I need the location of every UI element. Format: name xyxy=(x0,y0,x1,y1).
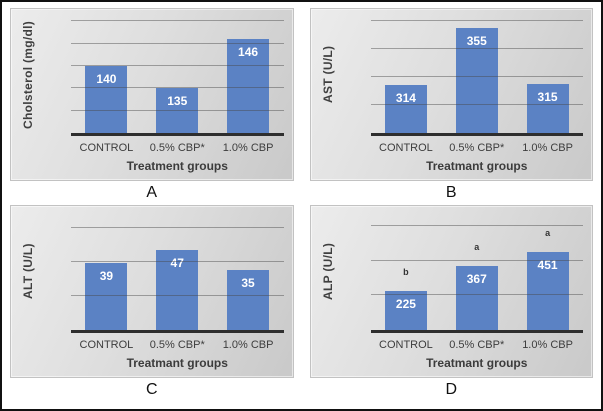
panel-letter-cell: A xyxy=(10,181,294,205)
gridline xyxy=(370,294,583,296)
gridline xyxy=(71,87,284,89)
bar-value-label: 47 xyxy=(170,255,184,270)
significance-letter: a xyxy=(545,227,551,238)
gridline xyxy=(71,294,284,296)
x-tick-label: CONTROL xyxy=(379,142,433,154)
y-axis-label: Cholsterol (mg/dl) xyxy=(21,20,35,129)
chart-panel-C: ALT (U/L) 39 47 35 CONTROL 0.5% CBP* 1.0% CB… xyxy=(10,205,294,378)
bar-slots: 140 135 146 xyxy=(71,17,284,133)
x-axis-ticks: CONTROL 0.5% CBP* 1.0% CBP xyxy=(71,339,284,351)
panel-letter-cell: B xyxy=(310,181,594,205)
bar-value-label: 367 xyxy=(466,272,487,287)
x-tick-label: CONTROL xyxy=(379,339,433,351)
gridline xyxy=(71,260,284,262)
chart-panel-D: ALP (U/L) 225 b 367 a 451 a CONTROL 0.5% CBP* 1… xyxy=(309,205,593,378)
bar-slots: 314 355 315 xyxy=(371,17,584,133)
bar-slot: 39 xyxy=(71,214,142,330)
bar-slots: 39 47 35 xyxy=(71,214,284,330)
y-axis-label: AST (U/L) xyxy=(320,45,335,104)
panel-letter: B xyxy=(445,184,457,201)
x-tick-label: 1.0% CBP xyxy=(222,339,274,351)
gridline xyxy=(370,20,583,22)
bar-value-label: 315 xyxy=(537,90,558,105)
bar-CONTROL: 314 xyxy=(384,85,427,133)
bar-value-label: 451 xyxy=(537,257,558,272)
chart-panel-B: AST (U/L) 314 355 315 CONTROL 0.5% CBP* 1.0%… xyxy=(309,8,593,181)
x-axis-title: Treatmant groups xyxy=(126,356,228,370)
bar-1.0% CBP: 451 xyxy=(526,251,569,330)
bar-slot: 47 xyxy=(142,214,213,330)
bar-value-label: 225 xyxy=(395,297,416,312)
gridline xyxy=(370,48,583,50)
gridline xyxy=(71,42,284,44)
bar-slot: 225 b xyxy=(371,214,442,330)
plot-area: 140 135 146 xyxy=(71,17,284,136)
x-tick-label: 0.5% CBP* xyxy=(149,142,205,154)
plot-area: 225 b 367 a 451 a xyxy=(370,214,584,333)
gridline xyxy=(370,259,583,261)
bar-slot: 146 xyxy=(213,17,284,133)
chart-panel-A: Cholsterol (mg/dl) 140 135 146 CONTROL 0.5%… xyxy=(10,8,294,181)
x-axis-title: Treatmant groups xyxy=(426,159,528,173)
x-axis-ticks: CONTROL 0.5% CBP* 1.0% CBP xyxy=(71,142,284,154)
panel-letter-cell: C xyxy=(10,378,294,402)
bar-value-label: 135 xyxy=(167,94,188,109)
bar-value-label: 35 xyxy=(241,276,255,291)
panel-letter: A xyxy=(146,184,158,201)
x-axis-title: Treatment groups xyxy=(126,159,228,173)
bar-1.0% CBP: 315 xyxy=(526,84,569,133)
bar-0.5% CBP*: 355 xyxy=(455,28,498,133)
x-tick-label: 1.0% CBP xyxy=(522,142,573,154)
bar-slot: 367 a xyxy=(441,214,512,330)
bar-slot: 314 xyxy=(371,17,442,133)
x-tick-label: 1.0% CBP xyxy=(222,142,274,154)
x-tick-label: 0.5% CBP* xyxy=(449,142,505,154)
bar-value-label: 355 xyxy=(466,34,487,49)
x-tick-label: CONTROL xyxy=(79,142,134,154)
x-tick-label: 1.0% CBP xyxy=(522,339,573,351)
bar-slot: 135 xyxy=(142,17,213,133)
bar-1.0% CBP: 35 xyxy=(227,270,270,330)
y-axis-label: ALP (U/L) xyxy=(320,242,335,301)
bar-CONTROL: 140 xyxy=(85,66,128,133)
x-axis-ticks: CONTROL 0.5% CBP* 1.0% CBP xyxy=(371,339,584,351)
bar-slots: 225 b 367 a 451 a xyxy=(371,214,584,330)
bar-0.5% CBP*: 367 xyxy=(455,266,498,330)
bar-CONTROL: 225 xyxy=(384,291,427,330)
gridline xyxy=(71,226,284,228)
bar-value-label: 314 xyxy=(395,91,416,106)
gridline xyxy=(71,65,284,67)
bar-value-label: 39 xyxy=(99,269,114,284)
significance-letter: a xyxy=(474,242,480,253)
bar-value-label: 146 xyxy=(238,45,259,60)
gridline xyxy=(71,109,284,111)
bar-slot: 355 xyxy=(441,17,512,133)
bar-slot: 315 xyxy=(512,17,583,133)
bar-0.5% CBP*: 135 xyxy=(156,88,199,133)
gridline xyxy=(370,76,583,78)
panel-letter: C xyxy=(145,381,158,398)
bar-0.5% CBP*: 47 xyxy=(156,249,199,330)
x-tick-label: 0.5% CBP* xyxy=(149,339,205,351)
x-tick-label: CONTROL xyxy=(79,339,134,351)
gridline xyxy=(71,20,284,22)
x-axis-ticks: CONTROL 0.5% CBP* 1.0% CBP xyxy=(371,142,584,154)
bar-slot: 140 xyxy=(71,17,142,133)
bar-value-label: 140 xyxy=(96,72,117,87)
panel-letter: D xyxy=(445,381,458,398)
bar-CONTROL: 39 xyxy=(85,263,128,330)
significance-letter: b xyxy=(403,267,409,278)
bar-slot: 451 a xyxy=(512,214,583,330)
plot-area: 39 47 35 xyxy=(71,214,284,333)
panel-letter-cell: D xyxy=(310,378,594,402)
x-axis-title: Treatmant groups xyxy=(426,356,528,370)
gridline xyxy=(370,104,583,106)
gridline xyxy=(370,225,583,227)
x-tick-label: 0.5% CBP* xyxy=(449,339,505,351)
y-axis-label: ALT (U/L) xyxy=(21,243,35,300)
plot-area: 314 355 315 xyxy=(370,17,584,136)
bar-1.0% CBP: 146 xyxy=(227,39,270,133)
bar-slot: 35 xyxy=(213,214,284,330)
